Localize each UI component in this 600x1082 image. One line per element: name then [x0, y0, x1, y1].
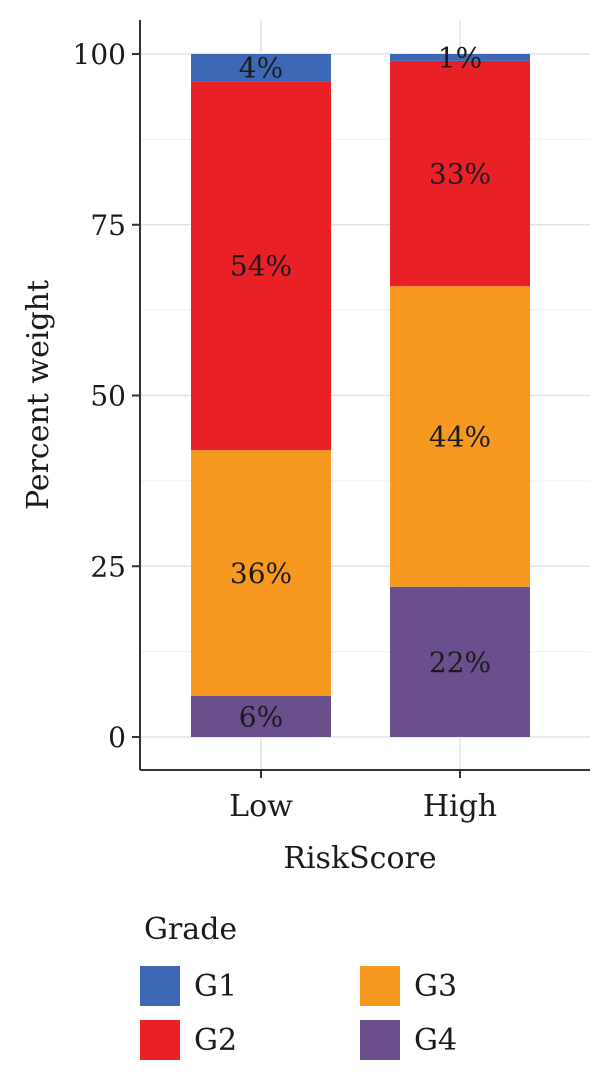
legend-item-g4: G4 — [360, 1016, 457, 1064]
x-axis-title: RiskScore — [283, 841, 436, 876]
legend-title: Grade — [144, 912, 238, 947]
y-tick-label: 0 — [108, 721, 126, 754]
legend-swatch-g2 — [140, 1020, 180, 1060]
x-tick-label-low: Low — [229, 789, 293, 824]
legend-swatch-g1 — [140, 966, 180, 1006]
bar-g1-high — [390, 54, 530, 61]
bar-g4-high — [390, 586, 530, 737]
bars — [191, 54, 530, 737]
legend-label-g3: G3 — [414, 968, 458, 1004]
bar-g2-low — [191, 81, 331, 451]
legend-item-g1: G1 — [140, 962, 237, 1010]
legend-label-g2: G2 — [194, 1022, 238, 1058]
legend-swatch-g3 — [360, 966, 400, 1006]
data-label-g3-high: 44% — [429, 420, 491, 453]
y-axis-title: Percent weight — [21, 280, 56, 510]
data-label-g4-high: 22% — [429, 646, 491, 679]
bar-g1-low — [191, 54, 331, 82]
data-label-g1-low: 4% — [239, 52, 283, 85]
legend-item-g2: G2 — [140, 1016, 237, 1064]
bar-g4-low — [191, 696, 331, 737]
data-label-g3-low: 36% — [230, 557, 292, 590]
legend-item-g3: G3 — [360, 962, 457, 1010]
y-tick-label: 100 — [73, 38, 126, 71]
legend-swatch-g4 — [360, 1020, 400, 1060]
legend-label-g4: G4 — [414, 1022, 458, 1058]
bar-g3-high — [390, 286, 530, 587]
x-tick-label-high: High — [423, 789, 497, 824]
data-labels: 6% 36% 54% 4% 22% 44% 33% 1% — [230, 41, 491, 733]
legend: Grade G1 G3 G2 G4 — [140, 912, 580, 1072]
axes: 0 25 50 75 100 Low High — [73, 20, 590, 824]
data-label-g2-low: 54% — [230, 250, 292, 283]
data-label-g4-low: 6% — [239, 701, 283, 734]
data-label-g2-high: 33% — [429, 158, 491, 191]
y-tick-label: 75 — [90, 209, 126, 242]
bar-g3-low — [191, 450, 331, 697]
data-label-g1-high: 1% — [438, 41, 482, 74]
y-tick-label: 50 — [90, 380, 126, 413]
bar-g2-high — [390, 60, 530, 287]
y-tick-label: 25 — [90, 550, 126, 583]
legend-label-g1: G1 — [194, 968, 238, 1004]
